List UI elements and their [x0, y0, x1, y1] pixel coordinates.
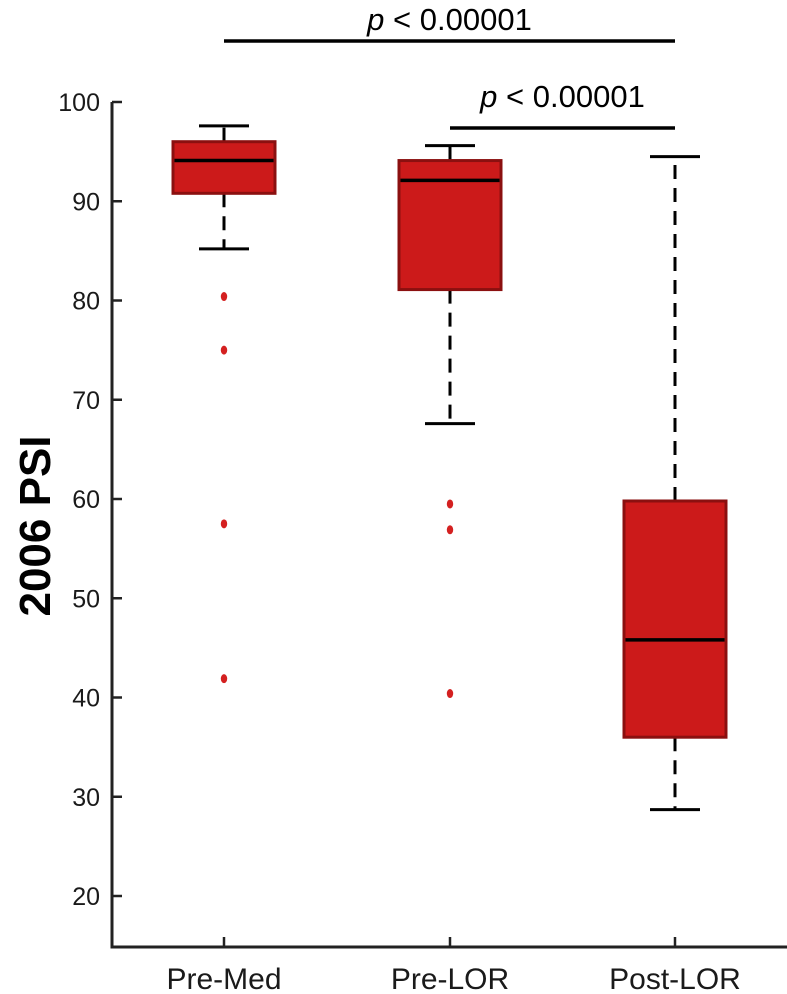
iqr-box [171, 140, 277, 195]
outlier-point [446, 499, 454, 509]
box-post-lor [622, 155, 728, 812]
iqr-box [622, 499, 728, 739]
y-axis-label: 2006 PSI [11, 435, 60, 616]
y-axis: 20 30 40 50 60 70 80 90 100 [58, 89, 122, 947]
y-tick-label: 90 [72, 188, 100, 216]
y-tick-label: 20 [72, 883, 100, 911]
x-tick-label: Post-LOR [609, 963, 741, 994]
outlier-point [220, 674, 228, 684]
outlier-point [220, 292, 228, 302]
y-tick-label: 100 [58, 89, 100, 117]
outlier-point [446, 525, 454, 535]
y-tick-label: 60 [72, 486, 100, 514]
y-tick-label: 80 [72, 288, 100, 316]
p-value-text: < 0.00001 [384, 2, 531, 37]
box-pre-med [171, 124, 277, 684]
outlier-point [220, 519, 228, 529]
p-value-label: p < 0.00001 [479, 79, 645, 114]
outlier-point [446, 689, 454, 699]
x-axis: Pre-Med Pre-LOR Post-LOR [110, 937, 787, 994]
significance-bar: p < 0.00001 [224, 2, 675, 43]
y-tick-label: 30 [72, 784, 100, 812]
p-symbol: p [479, 79, 497, 114]
y-tick-label: 50 [72, 585, 100, 613]
y-tick-label: 70 [72, 387, 100, 415]
box-group [171, 124, 728, 812]
box-pre-lor [397, 144, 503, 699]
y-tick-label: 40 [72, 685, 100, 713]
significance-bar: p < 0.00001 [450, 79, 675, 130]
p-value-text: < 0.00001 [497, 79, 644, 114]
p-symbol: p [366, 2, 384, 37]
outlier-point [220, 345, 228, 355]
x-tick-label: Pre-LOR [391, 963, 509, 994]
p-value-label: p < 0.00001 [366, 2, 532, 37]
x-tick-label: Pre-Med [166, 963, 281, 994]
